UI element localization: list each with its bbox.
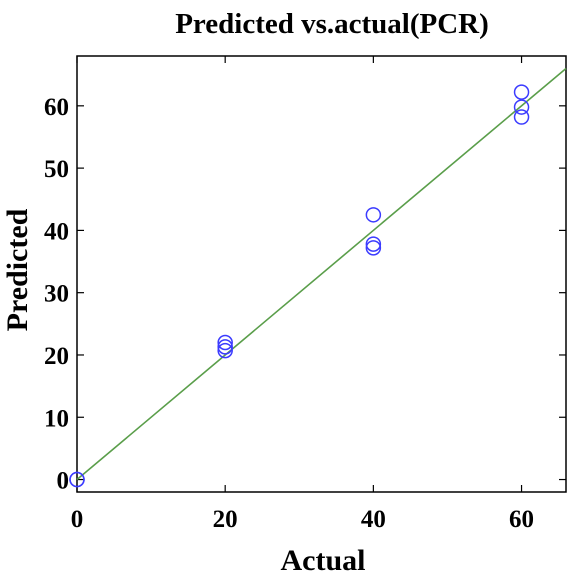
data-point — [513, 84, 530, 100]
y-tick-label: 50 — [44, 156, 69, 183]
data-point — [217, 334, 233, 351]
data-point — [365, 240, 382, 256]
y-tick-label: 30 — [44, 281, 69, 308]
data-point — [69, 471, 85, 488]
data-point — [513, 99, 530, 115]
y-tick-label: 60 — [44, 94, 69, 121]
reference-fit-line — [76, 67, 567, 481]
y-axis-label: Predicted — [1, 208, 34, 331]
y-axis-ticks: 0 10 20 30 40 50 60 — [44, 94, 566, 495]
y-tick-label: 40 — [44, 218, 69, 245]
x-axis-label: Actual — [281, 544, 366, 577]
x-tick-label: 40 — [361, 506, 386, 533]
y-tick-label: 0 — [57, 468, 70, 495]
data-point — [365, 207, 382, 223]
chart-title: Predicted vs.actual(PCR) — [175, 8, 489, 40]
data-point — [217, 342, 233, 359]
x-axis-ticks: 0 20 40 60 — [71, 56, 534, 533]
x-tick-label: 20 — [213, 506, 238, 533]
data-point — [513, 109, 530, 125]
data-point — [217, 339, 233, 355]
x-tick-label: 60 — [509, 506, 534, 533]
data-point — [365, 236, 382, 252]
plot-frame — [76, 55, 567, 493]
y-tick-label: 20 — [44, 343, 69, 370]
data-points — [69, 84, 530, 488]
x-tick-label: 0 — [71, 506, 84, 533]
y-tick-label: 10 — [44, 405, 69, 432]
